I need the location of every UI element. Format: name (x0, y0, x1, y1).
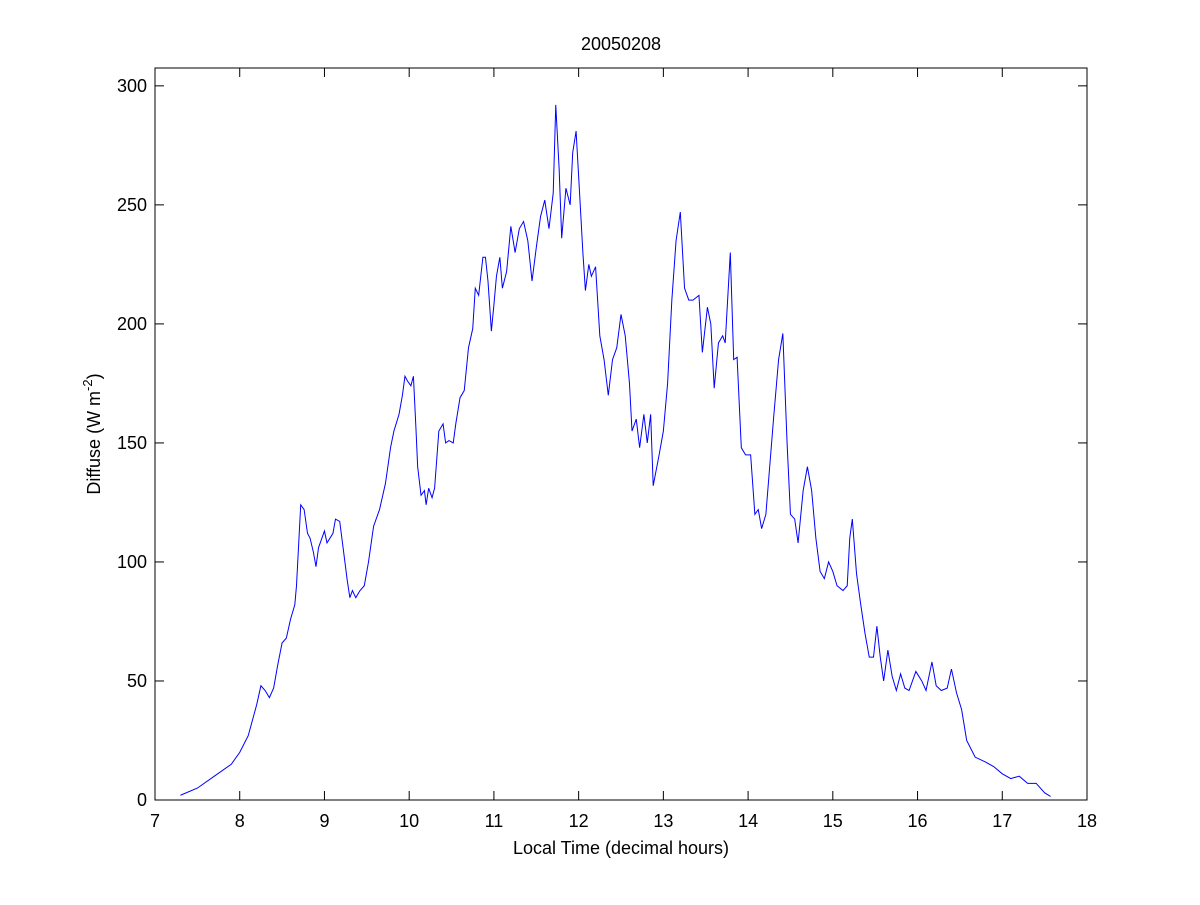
x-tick-label: 9 (319, 811, 329, 831)
y-tick-label: 0 (137, 790, 147, 810)
y-axis-label-text: ) (84, 373, 104, 379)
x-tick-label: 16 (908, 811, 928, 831)
x-tick-label: 17 (992, 811, 1012, 831)
x-tick-label: 13 (653, 811, 673, 831)
x-tick-label: 18 (1077, 811, 1097, 831)
x-tick-label: 15 (823, 811, 843, 831)
y-tick-label: 100 (117, 552, 147, 572)
y-tick-label: 150 (117, 433, 147, 453)
x-tick-label: 7 (150, 811, 160, 831)
axes-box (154, 67, 1088, 801)
x-tick-label: 10 (399, 811, 419, 831)
x-tick-label: 8 (235, 811, 245, 831)
y-axis-label-text: Diffuse (W m (84, 391, 104, 495)
data-line (180, 104, 1051, 797)
y-tick-label: 50 (127, 671, 147, 691)
x-tick-label: 14 (738, 811, 758, 831)
x-tick-label: 11 (485, 811, 504, 831)
y-axis-label-superscript: -2 (80, 379, 95, 391)
y-tick-label: 200 (117, 314, 147, 334)
y-tick-label: 300 (117, 76, 147, 96)
y-axis-label: Diffuse (W m-2) (80, 373, 104, 494)
y-tick-label: 250 (117, 195, 147, 215)
x-tick-label: 12 (569, 811, 589, 831)
chart-title: 20050208 (581, 34, 661, 54)
x-axis-label: Local Time (decimal hours) (513, 838, 729, 858)
